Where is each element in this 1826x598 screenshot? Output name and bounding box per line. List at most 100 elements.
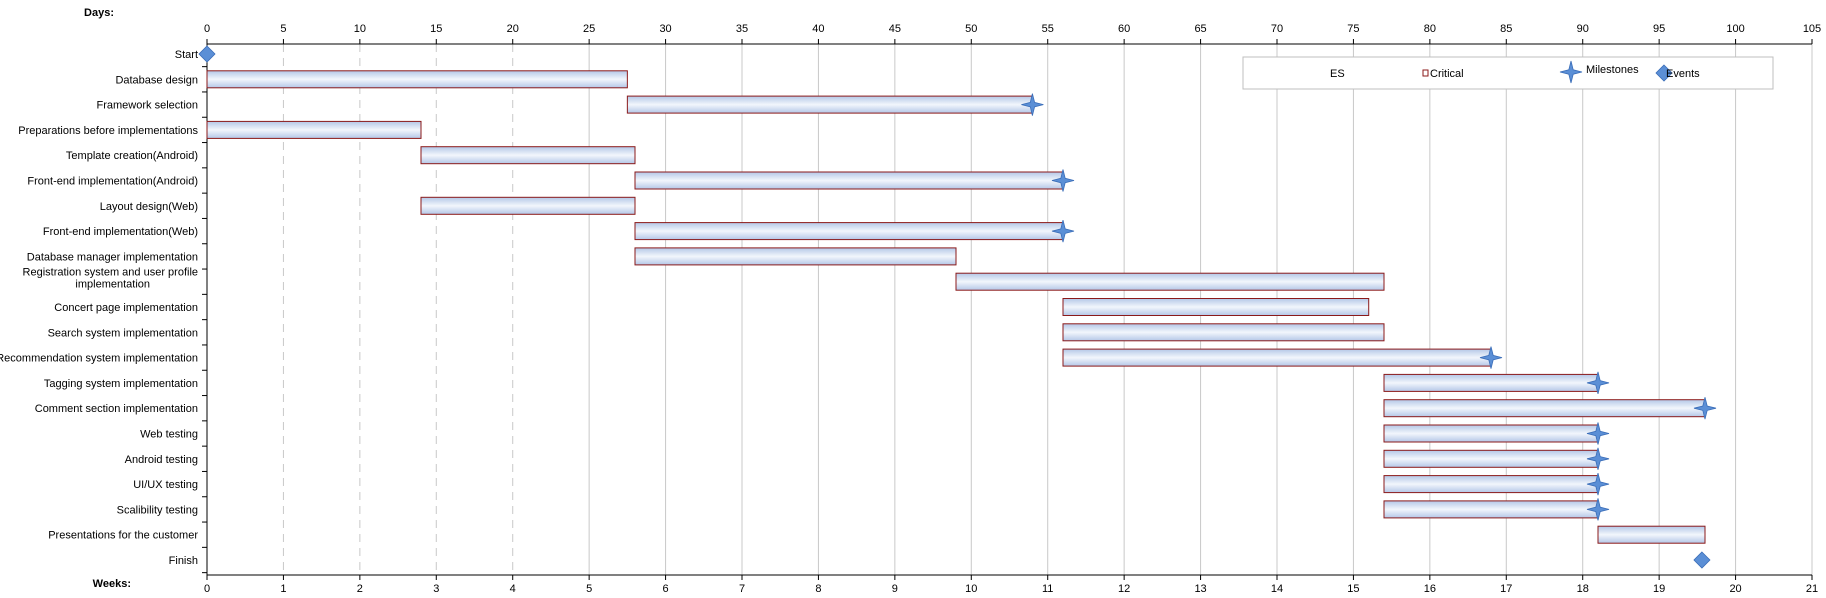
legend-label: Critical bbox=[1430, 68, 1464, 80]
week-tick-label: 7 bbox=[739, 583, 745, 595]
day-tick-label: 70 bbox=[1271, 23, 1283, 35]
task-label: Presentations for the customer bbox=[48, 530, 198, 542]
day-tick-label: 55 bbox=[1042, 23, 1054, 35]
task-bar bbox=[634, 171, 1064, 190]
week-tick-label: 12 bbox=[1118, 583, 1130, 595]
legend-label: Events bbox=[1666, 68, 1700, 80]
task-label: Scalibility testing bbox=[117, 504, 198, 516]
week-tick-label: 19 bbox=[1653, 583, 1665, 595]
task-label: Recommendation system implementation bbox=[0, 353, 198, 365]
event-diamond bbox=[1693, 551, 1711, 569]
milestone-star bbox=[1051, 220, 1075, 243]
task-bar bbox=[1062, 298, 1370, 316]
axes: Days: Weeks: 0 5 10 15 20 25 30 35 40 45 50 55 60 65 7… bbox=[84, 7, 1821, 595]
task-label: Front-end implementation(Web) bbox=[43, 226, 198, 238]
day-tick-label: 45 bbox=[889, 23, 901, 35]
week-tick-label: 20 bbox=[1729, 583, 1741, 595]
task-bar bbox=[1383, 399, 1706, 418]
day-tick-label: 0 bbox=[204, 23, 210, 35]
task-bar bbox=[1383, 373, 1599, 392]
day-tick-label: 15 bbox=[430, 23, 442, 35]
week-tick-label: 16 bbox=[1424, 583, 1436, 595]
day-tick-label: 80 bbox=[1424, 23, 1436, 35]
milestone-star bbox=[1586, 447, 1610, 470]
task-label: Front-end implementation(Android) bbox=[27, 176, 198, 188]
day-tick-label: 10 bbox=[354, 23, 366, 35]
task-bar bbox=[626, 95, 1033, 114]
legend-milestone-star bbox=[1559, 60, 1583, 84]
week-tick-label: 0 bbox=[204, 583, 210, 595]
day-tick-label: 35 bbox=[736, 23, 748, 35]
task-label: Framework selection bbox=[97, 100, 198, 112]
milestone-star bbox=[1479, 346, 1503, 369]
task-bar bbox=[420, 196, 636, 215]
task-label: Database design bbox=[115, 74, 198, 86]
week-tick-label: 4 bbox=[510, 583, 516, 595]
task-bar bbox=[1062, 323, 1385, 342]
task-label: Registration system and user profile bbox=[23, 267, 198, 279]
task-label: Search system implementation bbox=[48, 327, 198, 339]
milestone-star bbox=[1586, 498, 1610, 521]
day-tick-label: 105 bbox=[1803, 23, 1821, 35]
task-bar bbox=[1383, 449, 1599, 468]
task-bar bbox=[634, 247, 957, 266]
legend: ES Critical Milestones Events bbox=[1242, 56, 1774, 90]
task-label: implementation bbox=[75, 279, 150, 291]
markers bbox=[198, 45, 1717, 569]
legend-label: ES bbox=[1330, 68, 1345, 80]
week-tick-label: 2 bbox=[357, 583, 363, 595]
day-tick-label: 30 bbox=[659, 23, 671, 35]
week-tick-label: 1 bbox=[280, 583, 286, 595]
task-label: UI/UX testing bbox=[133, 479, 198, 491]
milestone-star bbox=[1021, 93, 1044, 116]
milestone-star bbox=[1051, 169, 1075, 192]
task-label: Layout design(Web) bbox=[100, 201, 198, 213]
week-tick-label: 18 bbox=[1577, 583, 1589, 595]
day-tick-label: 5 bbox=[280, 23, 286, 35]
task-bars bbox=[206, 70, 1706, 544]
top-axis-caption: Days: bbox=[84, 7, 114, 19]
day-tick-label: 100 bbox=[1726, 23, 1744, 35]
milestone-star bbox=[1586, 473, 1610, 496]
task-label: Android testing bbox=[125, 454, 198, 466]
task-label: Preparations before implementations bbox=[18, 125, 198, 137]
task-bar bbox=[206, 70, 628, 89]
week-tick-label: 17 bbox=[1500, 583, 1512, 595]
grid bbox=[282, 44, 1813, 575]
milestone-star bbox=[1586, 422, 1610, 445]
legend-critical-swatch bbox=[1422, 69, 1429, 77]
task-label: Comment section implementation bbox=[35, 403, 198, 415]
week-tick-label: 9 bbox=[892, 583, 898, 595]
event-diamond bbox=[198, 45, 216, 63]
week-tick-label: 6 bbox=[663, 583, 669, 595]
task-label: Web testing bbox=[140, 429, 198, 441]
task-bar bbox=[206, 120, 422, 139]
day-tick-label: 75 bbox=[1347, 23, 1359, 35]
day-tick-label: 60 bbox=[1118, 23, 1130, 35]
task-bar bbox=[1062, 348, 1492, 367]
task-bar bbox=[1383, 424, 1599, 443]
day-tick-label: 40 bbox=[812, 23, 824, 35]
bottom-axis-caption: Weeks: bbox=[93, 578, 131, 590]
day-tick-label: 65 bbox=[1194, 23, 1206, 35]
task-bar bbox=[1383, 475, 1599, 494]
day-tick-label: 95 bbox=[1653, 23, 1665, 35]
task-bar bbox=[1597, 525, 1706, 544]
task-labels: Start Database design Framework selection P… bbox=[0, 49, 198, 567]
week-tick-label: 3 bbox=[433, 583, 439, 595]
week-tick-label: 8 bbox=[815, 583, 821, 595]
day-tick-label: 20 bbox=[507, 23, 519, 35]
task-bar bbox=[955, 272, 1385, 291]
task-label: Tagging system implementation bbox=[44, 378, 198, 390]
legend-label: Milestones bbox=[1586, 64, 1639, 76]
task-label: Concert page implementation bbox=[54, 302, 198, 314]
week-tick-label: 13 bbox=[1194, 583, 1206, 595]
task-bar bbox=[634, 222, 1064, 241]
task-label: Database manager implementation bbox=[27, 251, 198, 263]
day-tick-label: 50 bbox=[965, 23, 977, 35]
week-tick-label: 5 bbox=[586, 583, 592, 595]
legend-box bbox=[1242, 56, 1774, 90]
task-label: Start bbox=[175, 49, 198, 61]
week-tick-label: 15 bbox=[1347, 583, 1359, 595]
day-tick-label: 85 bbox=[1500, 23, 1512, 35]
